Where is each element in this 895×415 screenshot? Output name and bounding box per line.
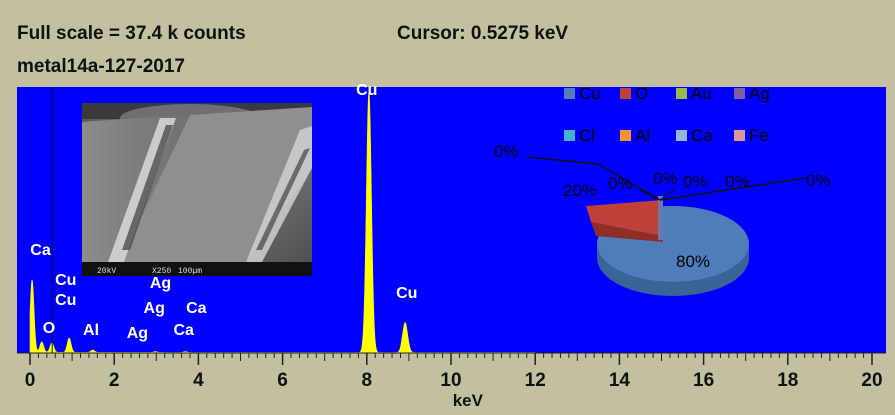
peak-label: Cu — [55, 292, 76, 309]
legend-label: Cu — [579, 84, 601, 103]
peak-label: Ca — [30, 242, 51, 259]
x-tick-label: 6 — [277, 370, 288, 391]
pie-slice-o-depth — [591, 222, 663, 242]
sample-name: metal14a-127-2017 — [17, 56, 185, 77]
pie-label: 80% — [676, 252, 710, 271]
cursor-readout: Cursor: 0.5275 keV — [397, 23, 569, 44]
full-scale-readout: Full scale = 37.4 k counts — [17, 23, 246, 44]
peak-label: Ag — [144, 300, 165, 317]
legend-swatch — [620, 88, 631, 99]
x-tick-label: 0 — [25, 370, 36, 391]
legend-label: Fe — [749, 126, 769, 145]
pie-label: 0% — [494, 142, 519, 161]
peak-label: Al — [83, 322, 99, 339]
peak-label: Ca — [173, 322, 194, 339]
legend-swatch — [564, 130, 575, 141]
x-tick-label: 10 — [440, 370, 461, 391]
legend-swatch — [734, 88, 745, 99]
x-tick-label: 8 — [362, 370, 373, 391]
pie-label: 0% — [653, 169, 678, 188]
x-tick-label: 20 — [861, 370, 882, 391]
legend-swatch — [564, 88, 575, 99]
peak-label: Ag — [127, 325, 148, 342]
inset-caption-kv: 20kV — [97, 267, 116, 276]
legend-swatch — [676, 88, 687, 99]
x-tick-label: 14 — [609, 370, 631, 391]
pie-slice-depth — [597, 244, 749, 296]
inset-caption-scale: 100µm — [178, 267, 202, 276]
legend-swatch — [620, 130, 631, 141]
legend-label: Ag — [749, 84, 770, 103]
x-tick-label: 16 — [693, 370, 714, 391]
pie-labels: 80% 20% 0% 0% 0% 0% 0% 0% — [494, 142, 831, 271]
pie-label: 0% — [806, 171, 831, 190]
peak-label: O — [43, 320, 55, 337]
peak-label: Cu — [55, 272, 76, 289]
x-tick-label: 2 — [109, 370, 120, 391]
x-axis-label: keV — [453, 391, 484, 410]
inset-caption-mag: X250 — [152, 267, 171, 276]
pie-slice-minor — [658, 196, 663, 240]
legend-label: Ca — [691, 126, 713, 145]
legend-swatch — [676, 130, 687, 141]
peak-label: Cu — [396, 285, 417, 302]
peak-label: Ag — [150, 275, 171, 292]
legend-label: Cl — [579, 126, 595, 145]
pie-legend: Cu O Au Ag Cl Al Ca Fe — [564, 84, 770, 145]
composition-pie: 80% 20% 0% 0% 0% 0% 0% 0% — [494, 142, 831, 296]
pie-label: 0% — [725, 172, 750, 191]
pie-label: 20% — [563, 181, 597, 200]
inset-image: 20kV X250 100µm — [82, 103, 312, 276]
legend-label: Au — [691, 84, 712, 103]
x-tick-label: 4 — [193, 370, 204, 391]
legend-label: Al — [635, 126, 650, 145]
peak-label: Ca — [186, 300, 207, 317]
x-tick-label: 12 — [525, 370, 546, 391]
peak-label: Cu — [356, 82, 377, 99]
x-axis: 0 2 4 6 8 10 12 14 16 18 20 keV — [17, 352, 886, 410]
x-tick-label: 18 — [777, 370, 798, 391]
pie-label: 0% — [608, 174, 633, 193]
pie-label: 0% — [683, 172, 708, 191]
legend-label: O — [635, 84, 648, 103]
pie-slice-o — [586, 200, 663, 236]
legend-swatch — [734, 130, 745, 141]
pie-leader-lines — [525, 156, 807, 201]
